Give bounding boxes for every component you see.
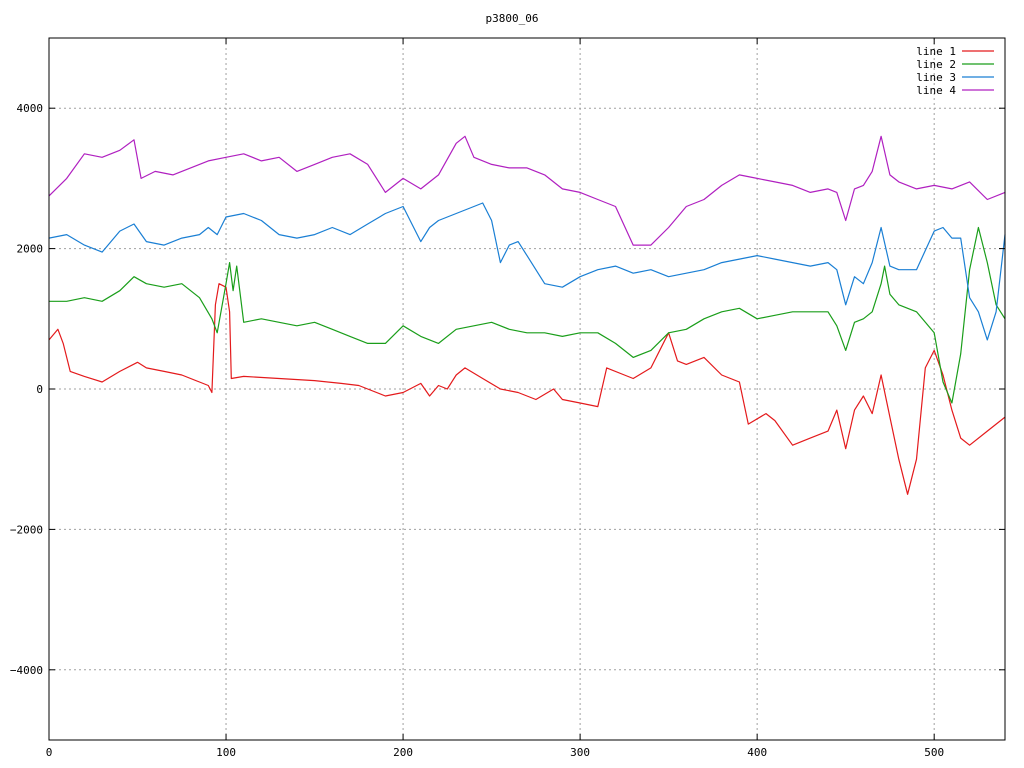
x-tick-label: 400: [747, 746, 767, 759]
series-line-2: [49, 226, 1006, 404]
x-tick-label: 100: [216, 746, 236, 759]
series-line-4: [48, 135, 1006, 246]
y-tick-label: 0: [36, 383, 43, 396]
series-layer: [48, 135, 1006, 495]
legend-label: line 1: [916, 45, 956, 58]
legend-label: line 3: [916, 71, 956, 84]
x-tick-label: 300: [570, 746, 590, 759]
y-tick-label: 4000: [17, 102, 44, 115]
chart-title: p3800_06: [486, 12, 539, 25]
axis-ticks: 0 100 200 300 400 500 −4000 −2000 0 2000 4000: [10, 38, 1005, 759]
x-tick-label: 200: [393, 746, 413, 759]
y-tick-label: −2000: [10, 523, 43, 536]
y-tick-label: −4000: [10, 664, 43, 677]
legend-label: line 2: [916, 58, 956, 71]
y-tick-label: 2000: [17, 243, 44, 256]
x-tick-label: 500: [924, 746, 944, 759]
x-tick-label: 0: [46, 746, 53, 759]
series-line-3: [48, 202, 1006, 341]
series-line-1: [48, 283, 1006, 495]
grid: [48, 38, 1005, 740]
legend-label: line 4: [916, 84, 956, 97]
